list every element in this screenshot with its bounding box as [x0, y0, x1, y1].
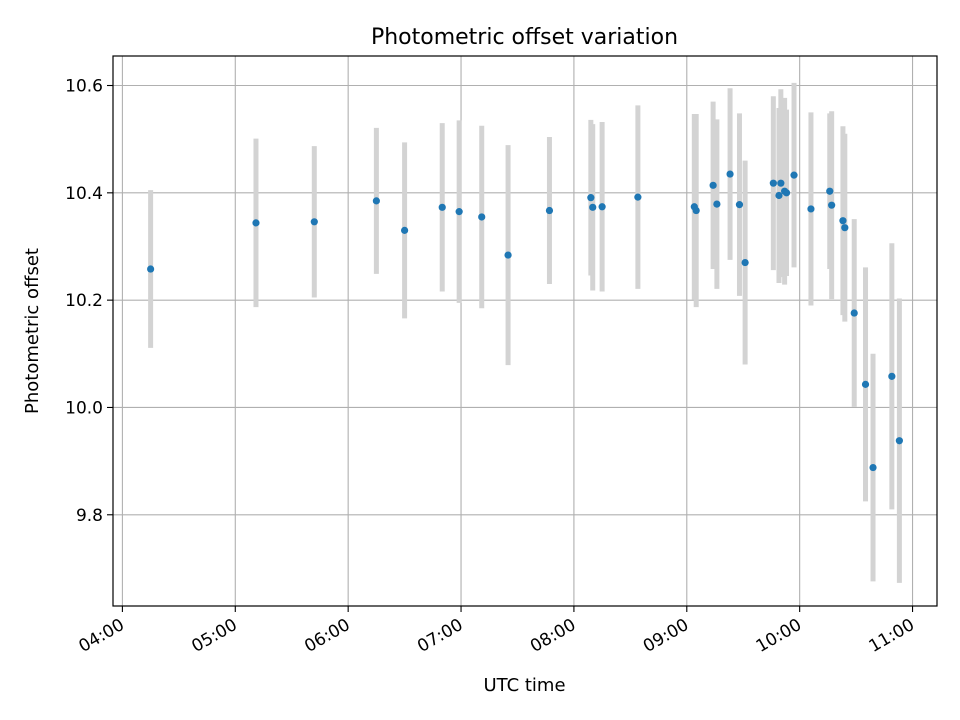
data-point — [735, 201, 744, 209]
chart-title: Photometric offset variation — [371, 25, 678, 50]
y-tick-label: 9.8 — [76, 506, 103, 526]
data-point — [726, 170, 734, 178]
y-tick-label: 10.4 — [65, 184, 103, 204]
data-point — [372, 197, 380, 205]
data-point — [790, 171, 798, 179]
data-point — [861, 380, 870, 388]
data-point — [839, 217, 847, 225]
data-point — [147, 265, 155, 273]
data-point — [455, 208, 463, 216]
data-points — [147, 170, 903, 472]
data-point — [895, 437, 903, 445]
y-tick-label: 10.2 — [65, 291, 103, 311]
data-point — [828, 201, 836, 209]
data-point — [777, 179, 785, 187]
data-point — [769, 179, 777, 187]
y-tick-label: 10.6 — [65, 77, 103, 97]
data-point — [850, 309, 858, 317]
data-point — [310, 218, 318, 226]
data-point — [634, 193, 642, 201]
data-point — [713, 200, 721, 208]
data-point — [252, 219, 260, 227]
grid — [113, 56, 937, 606]
data-point — [888, 372, 896, 380]
data-point — [692, 206, 700, 215]
y-tick-label: 10.0 — [65, 398, 103, 418]
data-point — [504, 251, 512, 259]
data-point — [709, 181, 717, 189]
data-point — [826, 187, 834, 195]
data-point — [807, 205, 815, 213]
data-point — [841, 224, 849, 232]
data-point — [775, 191, 783, 200]
plot-frame — [112, 55, 938, 607]
data-point — [400, 226, 409, 234]
data-point — [589, 203, 597, 211]
data-point — [869, 463, 877, 472]
y-axis-label: Photometric offset — [22, 248, 43, 414]
x-axis-label: UTC time — [483, 675, 565, 696]
data-point — [587, 194, 595, 202]
data-point — [782, 189, 791, 197]
data-point — [438, 203, 446, 211]
data-point — [545, 206, 554, 215]
data-point — [478, 213, 486, 221]
data-point — [741, 258, 749, 267]
data-point — [598, 203, 606, 211]
